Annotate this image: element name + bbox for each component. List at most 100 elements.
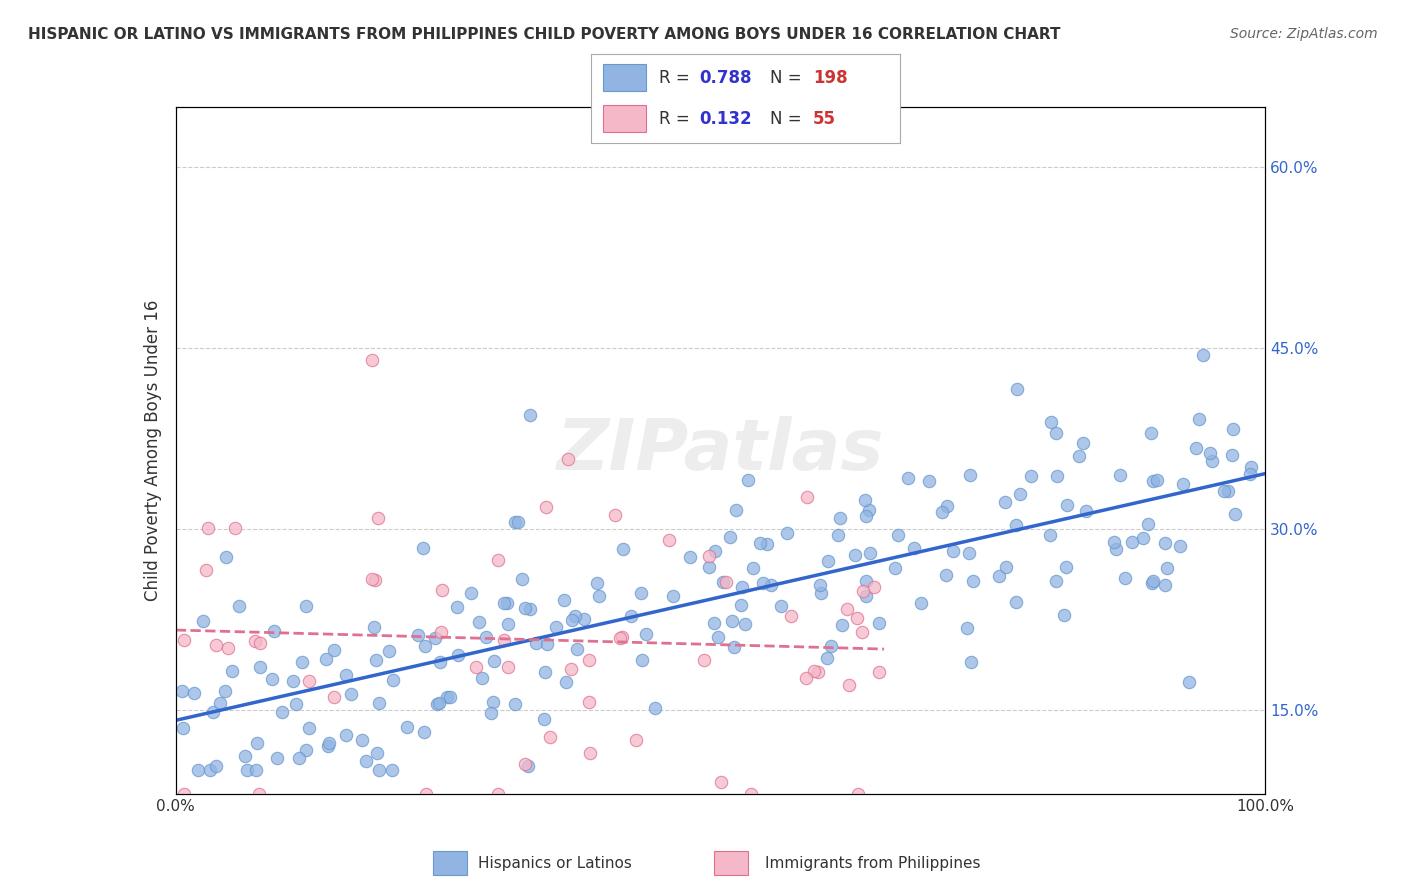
Point — [679, 550, 702, 565]
Point — [318, 736, 340, 750]
Point — [245, 763, 267, 777]
Point — [1045, 425, 1067, 440]
Point — [988, 569, 1011, 583]
Point — [233, 749, 256, 764]
Point — [756, 537, 779, 551]
Point — [271, 705, 294, 719]
Point — [1005, 383, 1028, 397]
Point — [513, 756, 536, 771]
Point — [508, 516, 530, 530]
Point — [636, 627, 658, 641]
Point — [536, 500, 558, 515]
Point — [820, 639, 842, 653]
Point — [368, 763, 391, 777]
Point — [283, 673, 305, 688]
Point — [1040, 415, 1063, 429]
Point — [1220, 448, 1243, 462]
Point — [560, 662, 582, 676]
Point — [1140, 575, 1163, 590]
Y-axis label: Child Poverty Among Boys Under 16: Child Poverty Among Boys Under 16 — [143, 300, 162, 601]
Point — [959, 467, 981, 482]
Point — [364, 653, 387, 667]
Point — [291, 655, 314, 669]
Point — [619, 609, 641, 624]
Point — [1216, 484, 1239, 499]
Point — [609, 631, 631, 645]
Point — [1021, 468, 1043, 483]
Point — [221, 664, 243, 678]
Point — [235, 763, 257, 777]
Point — [1121, 534, 1143, 549]
Point — [699, 549, 721, 564]
Point — [807, 665, 830, 680]
Point — [808, 578, 831, 592]
Point — [776, 525, 799, 540]
Point — [1142, 474, 1164, 488]
Point — [298, 673, 321, 688]
Point — [853, 492, 876, 507]
Point — [936, 500, 959, 514]
Point — [1146, 473, 1168, 487]
Point — [957, 546, 980, 560]
Point — [578, 653, 600, 667]
Point — [446, 599, 468, 614]
Point — [202, 705, 225, 719]
Point — [284, 697, 307, 711]
Point — [910, 596, 932, 610]
Point — [703, 615, 725, 630]
Point — [630, 585, 652, 599]
Point — [533, 712, 555, 726]
Point — [315, 652, 337, 666]
Point — [578, 695, 600, 709]
Point — [1067, 450, 1090, 464]
Text: HISPANIC OR LATINO VS IMMIGRANTS FROM PHILIPPINES CHILD POVERTY AMONG BOYS UNDER: HISPANIC OR LATINO VS IMMIGRANTS FROM PH… — [28, 27, 1060, 42]
Point — [193, 614, 215, 628]
Point — [381, 763, 404, 777]
Point — [510, 572, 533, 586]
Text: Hispanics or Latinos: Hispanics or Latinos — [478, 855, 631, 871]
Point — [368, 696, 391, 710]
Point — [1108, 468, 1130, 483]
Point — [1132, 531, 1154, 545]
Point — [815, 651, 838, 665]
Point — [586, 576, 609, 591]
Point — [730, 599, 752, 613]
Point — [361, 353, 384, 368]
Point — [780, 609, 803, 624]
Point — [644, 701, 666, 715]
Point — [1056, 498, 1078, 512]
Point — [363, 620, 385, 634]
Point — [430, 625, 453, 640]
Point — [396, 720, 419, 734]
Point — [1137, 516, 1160, 531]
Point — [295, 742, 318, 756]
Point — [505, 698, 527, 712]
Point — [1173, 477, 1195, 491]
Point — [588, 589, 610, 603]
Point — [482, 695, 505, 709]
Text: Source: ZipAtlas.com: Source: ZipAtlas.com — [1230, 27, 1378, 41]
Bar — [433, 851, 467, 875]
Point — [1102, 534, 1125, 549]
Point — [810, 585, 832, 599]
Point — [335, 667, 357, 681]
Point — [1039, 528, 1062, 542]
Point — [546, 620, 568, 634]
Point — [557, 451, 579, 466]
Point — [748, 535, 770, 549]
Point — [693, 653, 716, 667]
Point — [217, 640, 239, 655]
Point — [1223, 507, 1246, 521]
Point — [488, 787, 510, 801]
Point — [524, 636, 547, 650]
Point — [262, 672, 284, 686]
Text: ZIPatlas: ZIPatlas — [557, 416, 884, 485]
Point — [382, 673, 405, 687]
Point — [846, 611, 869, 625]
Point — [734, 616, 756, 631]
Point — [503, 515, 526, 529]
Point — [322, 643, 344, 657]
Point — [224, 521, 246, 535]
Point — [183, 686, 205, 700]
Point — [1213, 483, 1236, 498]
